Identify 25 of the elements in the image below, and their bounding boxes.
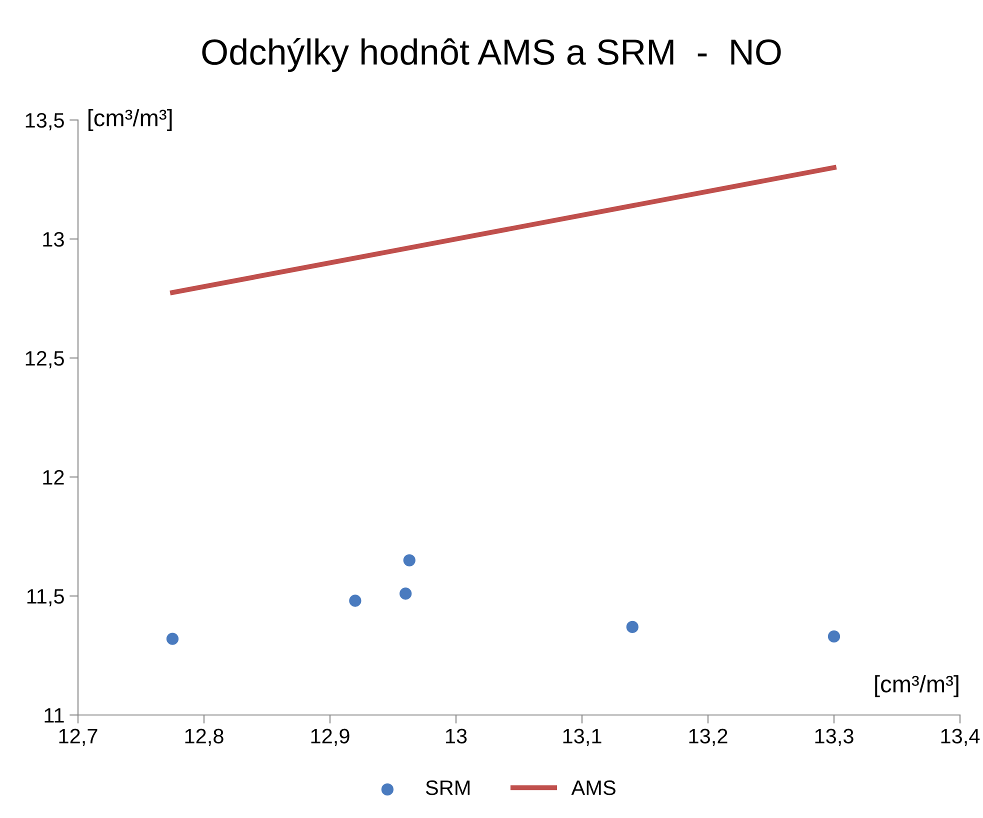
- y-axis-title: [cm³/m³]: [88, 108, 172, 132]
- y-tick-label: 13: [43, 232, 64, 247]
- x-tick-label: 12,7: [59, 728, 98, 746]
- x-axis-title: [cm³/m³]: [875, 675, 958, 698]
- point: [403, 554, 416, 566]
- point: [626, 620, 638, 634]
- x-tick-label: 13: [446, 728, 467, 744]
- point: [349, 594, 362, 607]
- point: [400, 588, 412, 600]
- x-tick-label: 13,2: [689, 728, 728, 746]
- y-tick-label: 12: [43, 470, 64, 485]
- y-tick-label: 13,5: [26, 113, 64, 130]
- x-tick-label: 12,9: [311, 728, 350, 746]
- chart-title: Odchýlky hodnôt AMS a SRM - NO: [202, 38, 781, 72]
- y-tick-label: 11,5: [27, 589, 64, 606]
- point: [828, 630, 840, 643]
- x-tick-label: 13,1: [563, 728, 602, 746]
- legend-label: AMS: [571, 780, 616, 796]
- y-tick-label: 12,5: [26, 351, 64, 368]
- x-tick-label: 13,3: [815, 728, 854, 746]
- x-tick-label: 12,8: [185, 728, 224, 746]
- y-tick-label: 11: [44, 708, 64, 723]
- legend-label: SRM: [426, 780, 470, 796]
- x-tick-label: 13,4: [941, 728, 980, 746]
- point: [166, 632, 179, 645]
